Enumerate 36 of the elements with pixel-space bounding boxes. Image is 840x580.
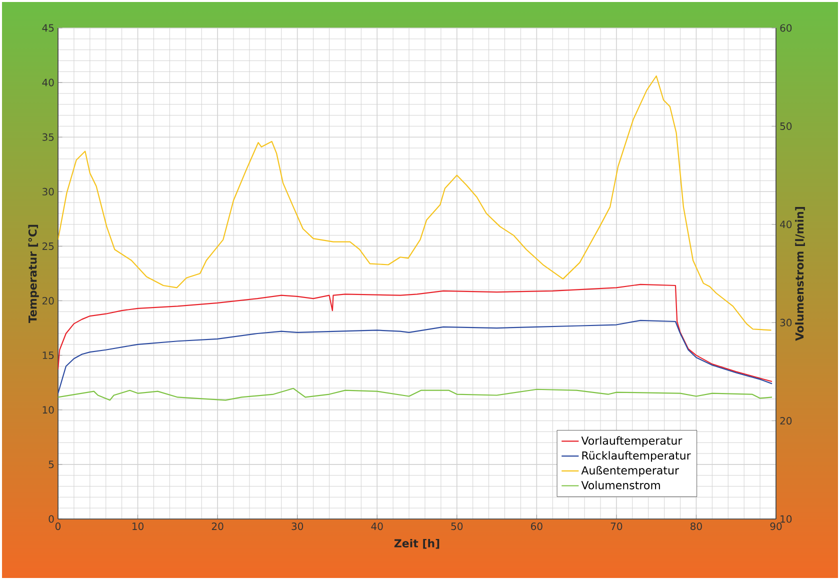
y-tick-label: 40 — [42, 78, 54, 86]
y-axis-title: Temperatur [°C] — [28, 224, 39, 323]
y2-tick-label: 10 — [780, 515, 792, 523]
legend-label: Volumenstrom — [581, 480, 660, 490]
y2-tick-label: 20 — [780, 416, 792, 425]
x-tick-label: 10 — [132, 522, 144, 530]
y-tick-label: 0 — [48, 515, 54, 523]
y2-tick-label: 30 — [780, 318, 792, 326]
legend-label: Außentemperatur — [581, 466, 679, 477]
y-tick-label: 25 — [42, 242, 54, 250]
x-tick-label: 30 — [292, 522, 304, 530]
y-tick-label: 10 — [42, 406, 54, 414]
y-tick-label: 5 — [48, 460, 54, 468]
x-tick-label: 60 — [531, 522, 542, 530]
line-series — [58, 75, 772, 331]
y-tick-label: 45 — [42, 24, 54, 32]
x-tick-label: 40 — [371, 522, 383, 530]
y2-axis-title: Volumenstrom [l/min] — [795, 207, 805, 341]
x-tick-label: 80 — [690, 522, 702, 530]
x-tick-label: 70 — [610, 522, 622, 530]
y2-tick-label: 60 — [780, 24, 792, 32]
legend-label: Rücklauftemperatur — [582, 451, 691, 462]
legend-label: Vorlauftemperatur — [581, 436, 682, 447]
line-series — [58, 320, 773, 394]
x-tick-label: 90 — [770, 522, 782, 530]
y-tick-label: 35 — [42, 133, 54, 141]
y-tick-label: 30 — [42, 188, 54, 196]
x-axis-title: Zeit [h] — [394, 538, 440, 549]
y2-tick-label: 40 — [780, 220, 792, 228]
y2-tick-label: 50 — [780, 122, 792, 130]
line-series — [58, 388, 773, 401]
y-tick-label: 15 — [42, 352, 54, 360]
x-tick-label: 20 — [212, 522, 224, 530]
x-tick-label: 50 — [451, 522, 463, 530]
x-tick-label: 0 — [55, 522, 61, 530]
y-tick-label: 20 — [42, 296, 54, 305]
